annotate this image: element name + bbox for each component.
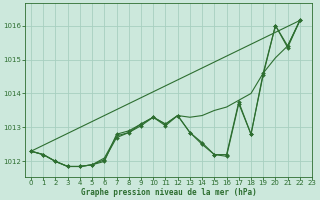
- X-axis label: Graphe pression niveau de la mer (hPa): Graphe pression niveau de la mer (hPa): [81, 188, 256, 197]
